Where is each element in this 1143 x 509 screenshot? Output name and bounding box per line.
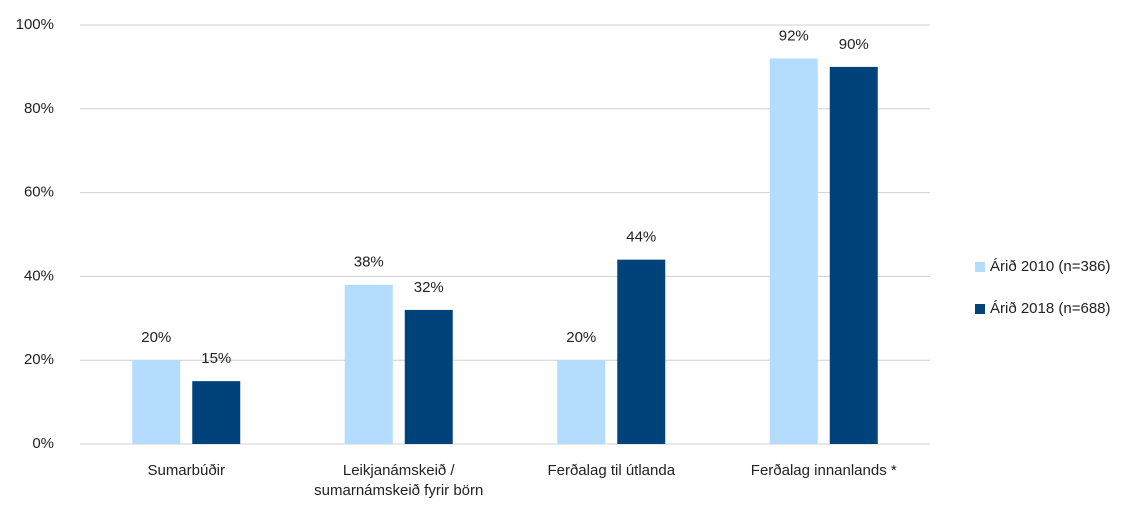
bar <box>829 66 878 445</box>
bar <box>617 259 666 444</box>
data-label: 20% <box>566 329 596 346</box>
y-tick-label: 20% <box>24 351 54 368</box>
data-label: 20% <box>141 329 171 346</box>
bar <box>132 360 181 444</box>
legend-label: Árið 2018 (n=688) <box>990 300 1111 317</box>
x-tick-label: Ferðalag innanlands * <box>750 462 897 479</box>
data-label: 92% <box>779 27 809 44</box>
bar <box>192 381 241 444</box>
bar <box>344 284 393 444</box>
y-tick-label: 80% <box>24 100 54 117</box>
y-tick-label: 60% <box>24 184 54 201</box>
bar <box>769 58 818 445</box>
x-tick-label: Leikjanámskeið / sumarnámskeið fyrir bör… <box>314 462 484 499</box>
legend-swatch <box>975 304 985 314</box>
data-label: 15% <box>201 350 231 367</box>
y-tick-label: 0% <box>32 435 54 452</box>
x-tick-label: Ferðalag til útlanda <box>547 462 676 479</box>
data-label: 90% <box>839 36 869 53</box>
legend-label: Árið 2010 (n=386) <box>990 258 1111 275</box>
bar <box>557 360 606 444</box>
bar <box>404 309 453 444</box>
data-label: 38% <box>354 254 384 271</box>
legend-swatch <box>975 262 985 272</box>
y-tick-label: 40% <box>24 267 54 284</box>
data-label: 44% <box>626 229 656 246</box>
y-tick-label: 100% <box>16 16 54 33</box>
data-label: 32% <box>414 279 444 296</box>
x-tick-label: Sumarbúðir <box>147 462 226 479</box>
